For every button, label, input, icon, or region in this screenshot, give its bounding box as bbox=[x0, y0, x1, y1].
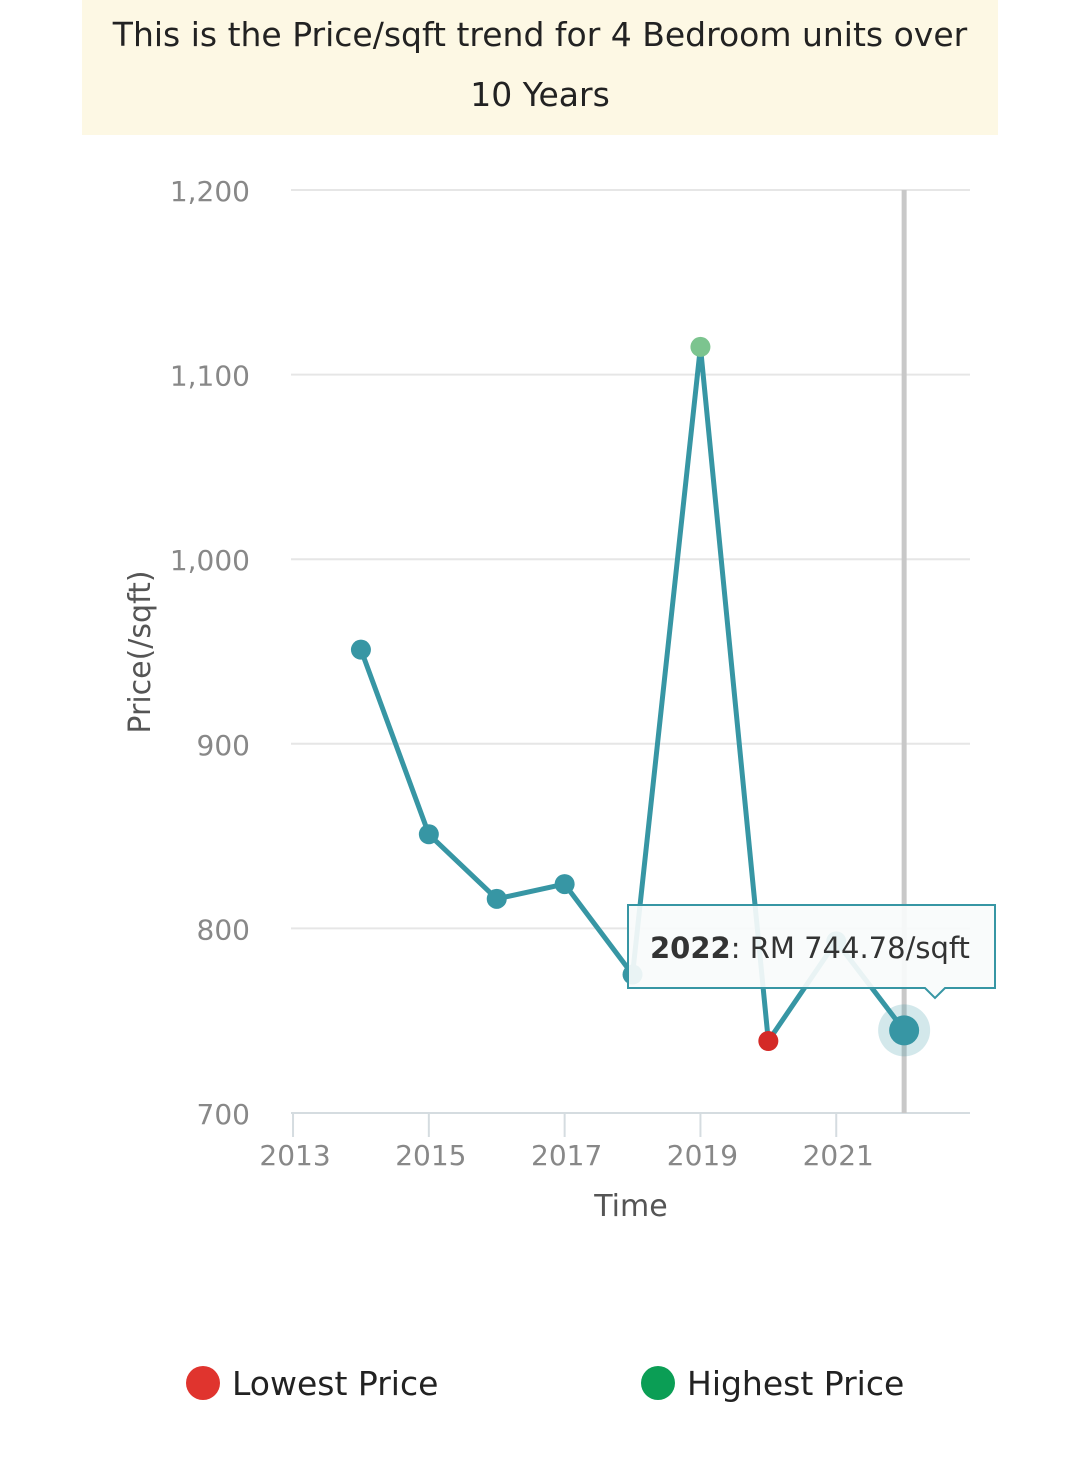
data-point[interactable] bbox=[350, 639, 371, 660]
x-tick-label: 2019 bbox=[667, 1139, 738, 1172]
y-axis-label: Price(/sqft) bbox=[123, 570, 158, 733]
highest-price-marker-icon bbox=[641, 1366, 675, 1400]
tooltip-year: 2022 bbox=[650, 931, 731, 965]
y-tick-label: 1,100 bbox=[170, 360, 250, 393]
lowest-price-marker-icon bbox=[186, 1366, 220, 1400]
highest-price-point[interactable] bbox=[690, 336, 711, 357]
data-point[interactable] bbox=[486, 888, 507, 909]
highlighted-data-point[interactable] bbox=[889, 1015, 920, 1046]
lowest-price-point[interactable] bbox=[758, 1031, 779, 1052]
x-tick-label: 2015 bbox=[395, 1139, 466, 1172]
title-banner: This is the Price/sqft trend for 4 Bedro… bbox=[82, 0, 998, 135]
x-axis-label: Time bbox=[593, 1189, 667, 1224]
y-tick-label: 1,000 bbox=[170, 544, 250, 577]
x-axis: 2013 2015 2017 2019 2021 bbox=[259, 1113, 874, 1172]
svg-text:2022: RM 744.78/sqft: 2022: RM 744.78/sqft bbox=[650, 931, 970, 965]
y-axis: 700 800 900 1,000 1,100 1,200 bbox=[170, 175, 250, 1131]
x-tick-label: 2021 bbox=[803, 1139, 874, 1172]
tooltip: 2022: RM 744.78/sqft bbox=[627, 904, 996, 1000]
tooltip-box bbox=[627, 904, 996, 1000]
x-tick-label: 2017 bbox=[531, 1139, 602, 1172]
data-point[interactable] bbox=[418, 824, 439, 845]
legend-lowest-label: Lowest Price bbox=[232, 1363, 439, 1403]
data-point[interactable] bbox=[554, 874, 575, 895]
y-tick-label: 700 bbox=[197, 1098, 250, 1131]
y-tick-label: 900 bbox=[197, 729, 250, 762]
y-tick-label: 1,200 bbox=[170, 175, 250, 208]
legend-highest[interactable]: Highest Price bbox=[641, 1360, 904, 1406]
legend-lowest[interactable]: Lowest Price bbox=[186, 1360, 438, 1406]
legend-highest-label: Highest Price bbox=[687, 1363, 905, 1403]
grid-lines bbox=[291, 189, 970, 1114]
y-tick-label: 800 bbox=[197, 913, 250, 946]
tooltip-value: : RM 744.78/sqft bbox=[731, 931, 970, 965]
x-tick-label: 2013 bbox=[259, 1139, 330, 1172]
chart-title: This is the Price/sqft trend for 4 Bedro… bbox=[112, 14, 968, 114]
